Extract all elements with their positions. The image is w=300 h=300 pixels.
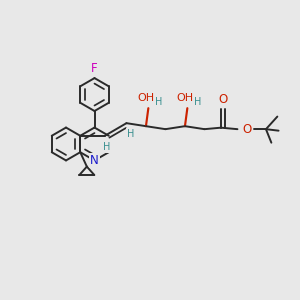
- Text: OH: OH: [137, 93, 154, 103]
- Text: H: H: [103, 142, 110, 152]
- Text: H: H: [194, 97, 202, 107]
- Text: H: H: [155, 97, 163, 107]
- Text: N: N: [90, 154, 99, 167]
- Text: O: O: [218, 93, 228, 106]
- Text: H: H: [127, 129, 135, 139]
- Text: OH: OH: [176, 93, 194, 103]
- Text: O: O: [242, 123, 252, 136]
- Text: F: F: [91, 62, 98, 75]
